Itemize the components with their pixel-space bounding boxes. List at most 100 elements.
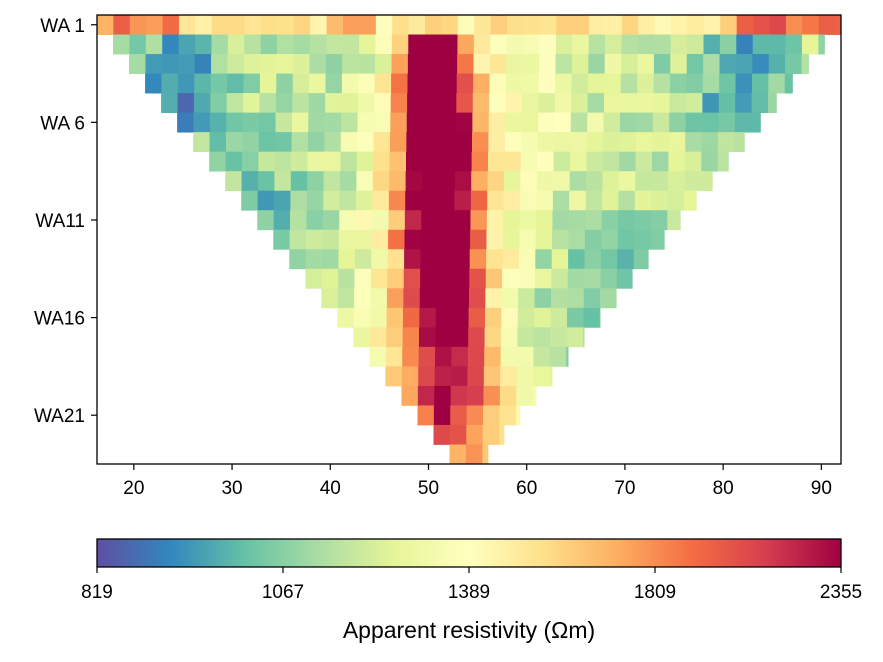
resistivity-cell — [275, 132, 292, 153]
resistivity-cell — [483, 366, 501, 387]
resistivity-cell — [292, 73, 310, 94]
resistivity-cell — [768, 73, 786, 94]
resistivity-cell — [418, 327, 436, 348]
resistivity-cell — [536, 171, 554, 192]
resistivity-cell — [323, 151, 341, 172]
resistivity-cell — [405, 190, 423, 211]
resistivity-cell — [599, 307, 601, 328]
resistivity-cell — [275, 93, 293, 114]
resistivity-cell — [371, 249, 389, 270]
resistivity-cell — [228, 15, 246, 35]
resistivity-cell — [260, 34, 278, 55]
resistivity-cell — [539, 15, 557, 35]
resistivity-cell — [434, 366, 452, 387]
resistivity-cell — [572, 15, 590, 35]
resistivity-cell — [534, 288, 552, 309]
resistivity-cell — [420, 229, 438, 250]
resistivity-cell — [621, 54, 638, 74]
resistivity-cell — [293, 34, 311, 55]
resistivity-cell — [768, 54, 786, 74]
resistivity-cell — [452, 268, 470, 289]
resistivity-cell — [129, 54, 146, 74]
resistivity-cell — [273, 229, 291, 250]
resistivity-cell — [162, 15, 180, 35]
resistivity-cell — [326, 15, 344, 35]
resistivity-cell — [555, 54, 573, 74]
resistivity-cell — [490, 34, 508, 55]
resistivity-cell — [404, 210, 422, 231]
resistivity-cell — [403, 268, 421, 289]
resistivity-cell — [353, 307, 371, 328]
y-tick-label: WA21 — [34, 406, 85, 427]
resistivity-cell — [534, 307, 551, 328]
resistivity-cell — [455, 132, 473, 153]
resistivity-cell — [507, 15, 524, 35]
resistivity-cell — [386, 307, 404, 328]
resistivity-cell — [323, 190, 341, 211]
colorbar-tick-label: 1809 — [634, 582, 676, 603]
resistivity-cell — [257, 190, 275, 211]
resistivity-cell — [306, 190, 324, 211]
resistivity-cell — [651, 190, 669, 211]
resistivity-cell — [210, 73, 228, 94]
resistivity-cell — [784, 73, 793, 94]
resistivity-cell — [341, 93, 359, 114]
resistivity-cell — [518, 288, 535, 309]
resistivity-cell — [387, 268, 405, 289]
resistivity-cell — [671, 15, 688, 35]
resistivity-cell — [473, 34, 491, 55]
resistivity-cell — [422, 171, 439, 192]
resistivity-cell — [769, 34, 786, 55]
resistivity-cell — [370, 268, 388, 289]
resistivity-cell — [518, 249, 536, 270]
resistivity-cell — [325, 54, 343, 74]
resistivity-cell — [405, 171, 423, 192]
resistivity-cell — [435, 307, 453, 328]
resistivity-cell — [421, 210, 439, 231]
resistivity-cell — [488, 132, 506, 153]
resistivity-cell — [602, 190, 619, 211]
resistivity-cell — [337, 307, 355, 328]
y-tick-label: WA16 — [34, 309, 85, 330]
resistivity-cell — [587, 93, 605, 114]
resistivity-cell — [703, 54, 720, 74]
resistivity-cell — [474, 15, 492, 35]
resistivity-cell — [702, 112, 719, 133]
resistivity-cell — [338, 229, 356, 250]
resistivity-cell — [568, 210, 586, 231]
resistivity-cell — [387, 249, 405, 270]
resistivity-cell — [307, 132, 325, 153]
resistivity-cell — [585, 210, 603, 231]
resistivity-cell — [406, 151, 423, 172]
resistivity-cell — [751, 112, 761, 133]
resistivity-cell — [358, 54, 376, 74]
resistivity-cell — [470, 210, 488, 231]
resistivity-cell — [372, 171, 390, 192]
resistivity-cell — [735, 73, 753, 94]
resistivity-cell — [488, 112, 506, 133]
resistivity-cell — [407, 73, 425, 94]
resistivity-cell — [450, 385, 468, 406]
resistivity-cell — [483, 385, 501, 406]
resistivity-cell — [554, 132, 571, 153]
resistivity-cell — [441, 34, 458, 55]
resistivity-cell — [670, 34, 688, 55]
resistivity-cell — [243, 93, 260, 114]
resistivity-cell — [454, 190, 472, 211]
resistivity-cell — [500, 346, 518, 367]
resistivity-cell — [618, 171, 636, 192]
resistivity-cell — [520, 171, 538, 192]
resistivity-cell — [520, 190, 537, 211]
resistivity-cell — [505, 112, 522, 133]
resistivity-cell — [437, 229, 455, 250]
resistivity-cell — [553, 171, 571, 192]
resistivity-cell — [343, 15, 360, 35]
resistivity-cell — [703, 34, 721, 55]
resistivity-cell — [604, 73, 622, 94]
resistivity-cell — [505, 73, 523, 94]
resistivity-cell — [651, 171, 669, 192]
resistivity-cell — [537, 132, 555, 153]
resistivity-cell — [406, 112, 424, 133]
resistivity-cell — [570, 112, 588, 133]
resistivity-cell — [290, 210, 307, 231]
